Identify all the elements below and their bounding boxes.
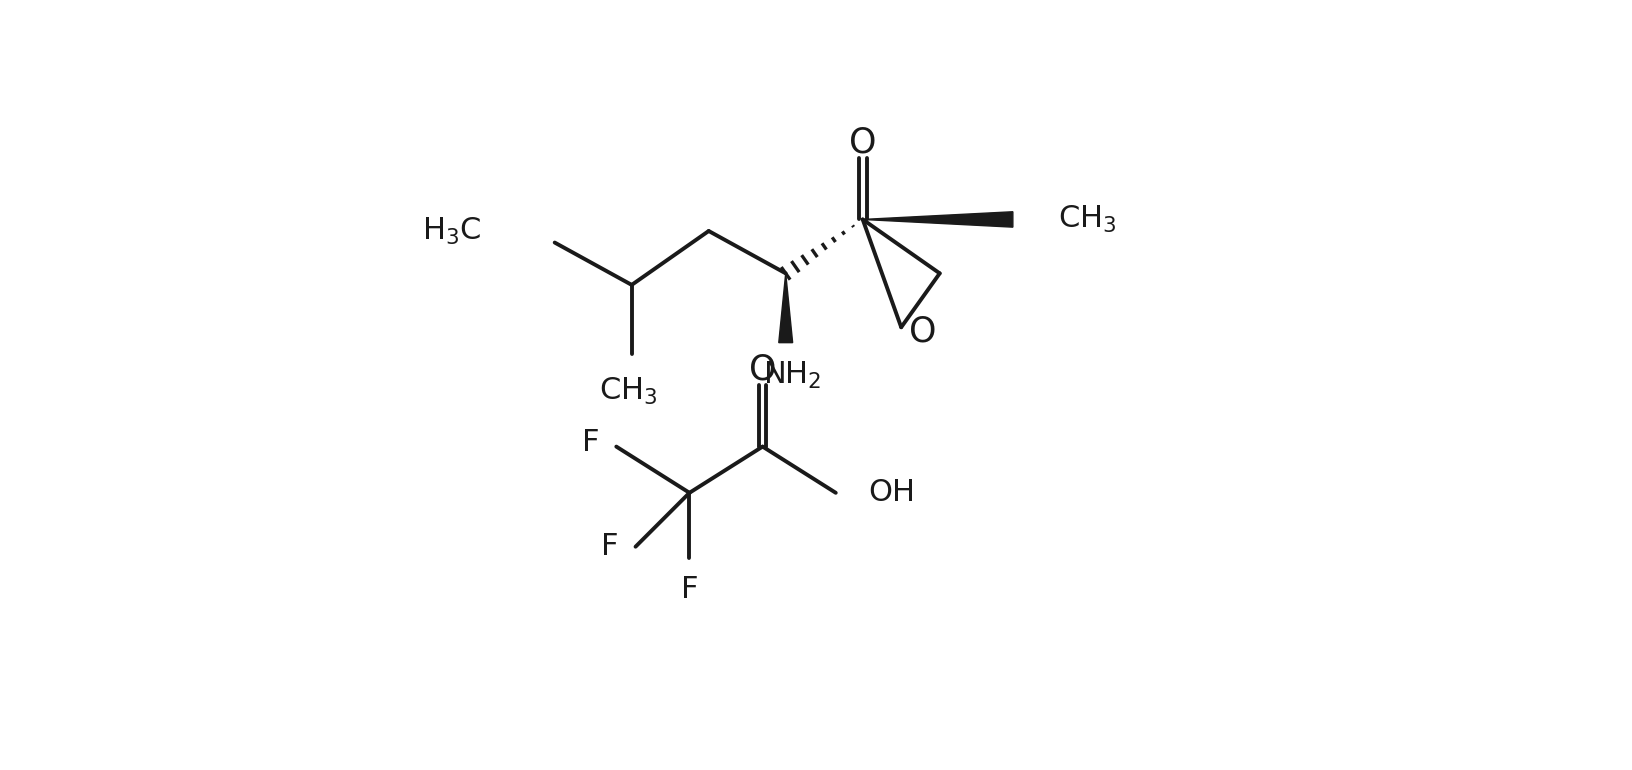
Text: CH$_3$: CH$_3$	[599, 376, 656, 407]
Text: CH$_3$: CH$_3$	[1058, 204, 1115, 235]
Text: F: F	[601, 532, 619, 561]
Text: F: F	[581, 428, 599, 457]
Text: O: O	[749, 353, 775, 387]
Polygon shape	[778, 273, 792, 343]
Text: F: F	[681, 575, 698, 604]
Text: NH$_2$: NH$_2$	[762, 360, 821, 390]
Text: O: O	[849, 126, 876, 159]
Text: H$_3$C: H$_3$C	[423, 216, 481, 246]
Polygon shape	[862, 212, 1012, 227]
Text: O: O	[909, 314, 935, 348]
Text: OH: OH	[868, 478, 914, 507]
